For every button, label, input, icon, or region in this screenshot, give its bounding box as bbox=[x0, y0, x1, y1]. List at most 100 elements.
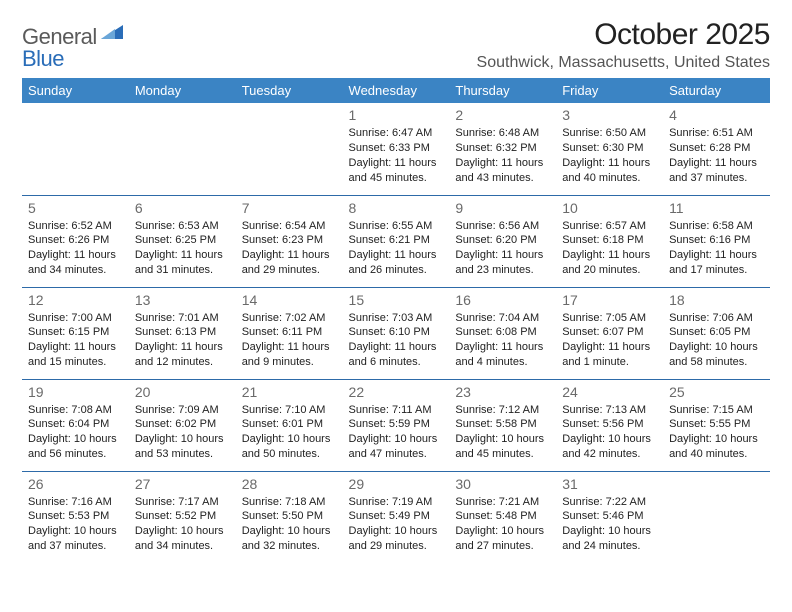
day-number: 5 bbox=[28, 200, 123, 216]
day-number: 13 bbox=[135, 292, 230, 308]
day-sunrise: Sunrise: 7:08 AM bbox=[28, 403, 123, 418]
day-details: Sunrise: 7:17 AMSunset: 5:52 PMDaylight:… bbox=[135, 495, 230, 554]
day-daylight2: and 50 minutes. bbox=[242, 447, 337, 462]
day-daylight1: Daylight: 10 hours bbox=[242, 524, 337, 539]
day-details: Sunrise: 7:15 AMSunset: 5:55 PMDaylight:… bbox=[669, 403, 764, 462]
day-sunset: Sunset: 6:11 PM bbox=[242, 325, 337, 340]
day-daylight2: and 56 minutes. bbox=[28, 447, 123, 462]
day-sunset: Sunset: 6:25 PM bbox=[135, 233, 230, 248]
day-number: 20 bbox=[135, 384, 230, 400]
day-number: 28 bbox=[242, 476, 337, 492]
day-number: 4 bbox=[669, 107, 764, 123]
day-sunrise: Sunrise: 7:01 AM bbox=[135, 311, 230, 326]
day-details: Sunrise: 7:18 AMSunset: 5:50 PMDaylight:… bbox=[242, 495, 337, 554]
day-sunrise: Sunrise: 7:19 AM bbox=[349, 495, 444, 510]
day-daylight2: and 43 minutes. bbox=[455, 171, 550, 186]
day-sunset: Sunset: 6:04 PM bbox=[28, 417, 123, 432]
day-daylight1: Daylight: 11 hours bbox=[135, 340, 230, 355]
day-sunrise: Sunrise: 7:09 AM bbox=[135, 403, 230, 418]
title-block: October 2025 Southwick, Massachusetts, U… bbox=[477, 18, 770, 72]
day-daylight1: Daylight: 11 hours bbox=[669, 248, 764, 263]
day-daylight1: Daylight: 11 hours bbox=[28, 340, 123, 355]
day-daylight1: Daylight: 11 hours bbox=[135, 248, 230, 263]
day-sunrise: Sunrise: 7:18 AM bbox=[242, 495, 337, 510]
day-daylight2: and 32 minutes. bbox=[242, 539, 337, 554]
day-sunrise: Sunrise: 7:16 AM bbox=[28, 495, 123, 510]
logo-text-blue: Blue bbox=[22, 46, 64, 71]
day-number: 9 bbox=[455, 200, 550, 216]
day-daylight1: Daylight: 11 hours bbox=[242, 340, 337, 355]
day-sunset: Sunset: 6:01 PM bbox=[242, 417, 337, 432]
day-cell: 31Sunrise: 7:22 AMSunset: 5:46 PMDayligh… bbox=[556, 471, 663, 563]
calendar-week-row: 1Sunrise: 6:47 AMSunset: 6:33 PMDaylight… bbox=[22, 103, 770, 195]
day-header: Friday bbox=[556, 78, 663, 103]
day-details: Sunrise: 7:05 AMSunset: 6:07 PMDaylight:… bbox=[562, 311, 657, 370]
day-sunrise: Sunrise: 6:54 AM bbox=[242, 219, 337, 234]
calendar-week-row: 26Sunrise: 7:16 AMSunset: 5:53 PMDayligh… bbox=[22, 471, 770, 563]
calendar-week-row: 19Sunrise: 7:08 AMSunset: 6:04 PMDayligh… bbox=[22, 379, 770, 471]
day-cell: 27Sunrise: 7:17 AMSunset: 5:52 PMDayligh… bbox=[129, 471, 236, 563]
day-sunset: Sunset: 6:32 PM bbox=[455, 141, 550, 156]
logo-triangle-icon bbox=[101, 23, 123, 44]
day-cell: 24Sunrise: 7:13 AMSunset: 5:56 PMDayligh… bbox=[556, 379, 663, 471]
day-sunset: Sunset: 6:30 PM bbox=[562, 141, 657, 156]
day-cell: 7Sunrise: 6:54 AMSunset: 6:23 PMDaylight… bbox=[236, 195, 343, 287]
day-number: 11 bbox=[669, 200, 764, 216]
day-number: 25 bbox=[669, 384, 764, 400]
day-daylight2: and 40 minutes. bbox=[562, 171, 657, 186]
day-details: Sunrise: 6:52 AMSunset: 6:26 PMDaylight:… bbox=[28, 219, 123, 278]
day-number: 14 bbox=[242, 292, 337, 308]
day-daylight2: and 53 minutes. bbox=[135, 447, 230, 462]
day-daylight2: and 23 minutes. bbox=[455, 263, 550, 278]
day-cell: 23Sunrise: 7:12 AMSunset: 5:58 PMDayligh… bbox=[449, 379, 556, 471]
day-details: Sunrise: 7:01 AMSunset: 6:13 PMDaylight:… bbox=[135, 311, 230, 370]
day-sunset: Sunset: 6:05 PM bbox=[669, 325, 764, 340]
calendar-body: 1Sunrise: 6:47 AMSunset: 6:33 PMDaylight… bbox=[22, 103, 770, 563]
day-cell: 18Sunrise: 7:06 AMSunset: 6:05 PMDayligh… bbox=[663, 287, 770, 379]
day-number: 10 bbox=[562, 200, 657, 216]
day-number: 19 bbox=[28, 384, 123, 400]
day-number: 23 bbox=[455, 384, 550, 400]
day-sunset: Sunset: 6:28 PM bbox=[669, 141, 764, 156]
day-cell: 14Sunrise: 7:02 AMSunset: 6:11 PMDayligh… bbox=[236, 287, 343, 379]
day-details: Sunrise: 6:50 AMSunset: 6:30 PMDaylight:… bbox=[562, 126, 657, 185]
day-daylight1: Daylight: 10 hours bbox=[349, 524, 444, 539]
day-daylight2: and 1 minute. bbox=[562, 355, 657, 370]
day-cell: 5 Sunrise: 6:52 AMSunset: 6:26 PMDaylight… bbox=[22, 195, 129, 287]
day-sunrise: Sunrise: 6:51 AM bbox=[669, 126, 764, 141]
day-cell: 26Sunrise: 7:16 AMSunset: 5:53 PMDayligh… bbox=[22, 471, 129, 563]
day-sunrise: Sunrise: 6:57 AM bbox=[562, 219, 657, 234]
day-sunrise: Sunrise: 6:56 AM bbox=[455, 219, 550, 234]
day-daylight2: and 26 minutes. bbox=[349, 263, 444, 278]
day-number: 21 bbox=[242, 384, 337, 400]
day-daylight2: and 29 minutes. bbox=[349, 539, 444, 554]
day-daylight2: and 12 minutes. bbox=[135, 355, 230, 370]
day-cell: 13 Sunrise: 7:01 AMSunset: 6:13 PMDayligh… bbox=[129, 287, 236, 379]
day-cell: 28 Sunrise: 7:18 AMSunset: 5:50 PMDayligh… bbox=[236, 471, 343, 563]
day-details: Sunrise: 6:55 AMSunset: 6:21 PMDaylight:… bbox=[349, 219, 444, 278]
day-sunrise: Sunrise: 6:47 AM bbox=[349, 126, 444, 141]
day-sunset: Sunset: 5:52 PM bbox=[135, 509, 230, 524]
day-sunrise: Sunrise: 6:48 AM bbox=[455, 126, 550, 141]
day-sunset: Sunset: 6:13 PM bbox=[135, 325, 230, 340]
day-daylight1: Daylight: 10 hours bbox=[669, 340, 764, 355]
day-sunset: Sunset: 6:02 PM bbox=[135, 417, 230, 432]
day-sunrise: Sunrise: 7:11 AM bbox=[349, 403, 444, 418]
day-details: Sunrise: 6:48 AMSunset: 6:32 PMDaylight:… bbox=[455, 126, 550, 185]
day-sunset: Sunset: 6:07 PM bbox=[562, 325, 657, 340]
day-sunset: Sunset: 5:55 PM bbox=[669, 417, 764, 432]
day-number: 17 bbox=[562, 292, 657, 308]
day-number: 16 bbox=[455, 292, 550, 308]
day-sunset: Sunset: 6:23 PM bbox=[242, 233, 337, 248]
day-daylight2: and 27 minutes. bbox=[455, 539, 550, 554]
day-number: 12 bbox=[28, 292, 123, 308]
month-title: October 2025 bbox=[477, 18, 770, 52]
day-number: 2 bbox=[455, 107, 550, 123]
empty-day-cell bbox=[236, 103, 343, 195]
day-daylight2: and 37 minutes. bbox=[28, 539, 123, 554]
day-daylight1: Daylight: 10 hours bbox=[562, 524, 657, 539]
day-number: 18 bbox=[669, 292, 764, 308]
day-daylight1: Daylight: 11 hours bbox=[669, 156, 764, 171]
day-sunrise: Sunrise: 7:22 AM bbox=[562, 495, 657, 510]
day-sunrise: Sunrise: 7:12 AM bbox=[455, 403, 550, 418]
